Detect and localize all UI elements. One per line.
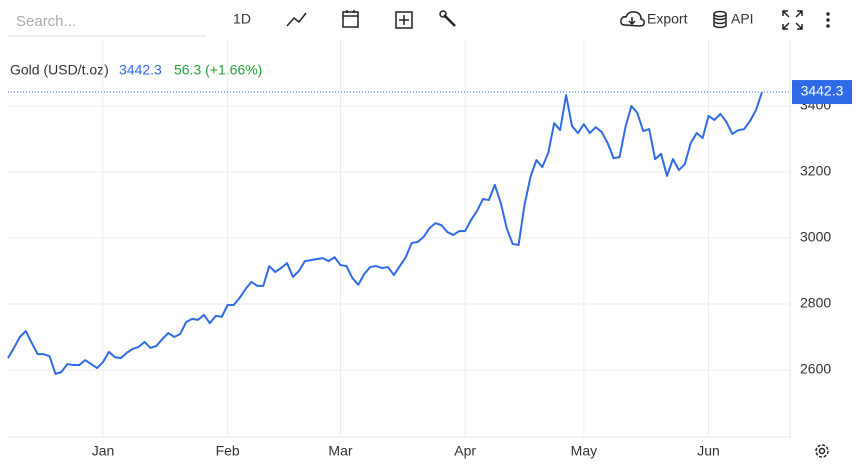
y-tick-label: 2800 <box>800 295 831 311</box>
legend-last: 3442.3 <box>119 62 162 78</box>
y-tick-label: 3200 <box>800 163 831 179</box>
export-arrow <box>628 17 636 26</box>
plot <box>7 40 790 437</box>
settings-gear[interactable] <box>815 444 829 458</box>
x-tick-label: Mar <box>328 443 352 459</box>
price-line <box>7 91 763 375</box>
chart-type-button[interactable] <box>286 12 307 27</box>
api-button[interactable]: API <box>713 10 754 29</box>
calendar-button[interactable] <box>342 10 359 28</box>
export-icon <box>620 11 645 27</box>
search-placeholder: Search... <box>16 13 76 30</box>
last-price-label: 3442.3 <box>801 83 844 99</box>
x-tick-label: Jan <box>92 443 115 459</box>
y-tick-label: 3000 <box>800 229 831 245</box>
export-label[interactable]: Export <box>647 11 688 27</box>
x-tick-label: Jun <box>697 443 720 459</box>
add-indicator-button[interactable] <box>395 11 413 29</box>
last-price-tag <box>792 80 852 105</box>
y-tick-label: 2600 <box>800 361 831 377</box>
menu-button[interactable] <box>826 12 830 28</box>
x-tick-label: Feb <box>216 443 240 459</box>
fullscreen-button[interactable] <box>782 10 803 30</box>
settings-tool-button[interactable] <box>439 10 456 27</box>
x-tick-label: May <box>571 443 597 459</box>
legend-name: Gold (USD/t.oz) <box>10 62 109 78</box>
legend-change: 56.3 (+1.66%) <box>174 62 262 78</box>
api-icon <box>713 10 727 29</box>
interval-button[interactable]: 1D <box>233 11 251 27</box>
api-label[interactable]: API <box>731 11 754 27</box>
x-tick-label: Apr <box>454 443 476 459</box>
search-field[interactable] <box>8 6 206 36</box>
export-button[interactable]: Export <box>620 11 688 27</box>
search-box[interactable]: Search... <box>8 6 206 37</box>
